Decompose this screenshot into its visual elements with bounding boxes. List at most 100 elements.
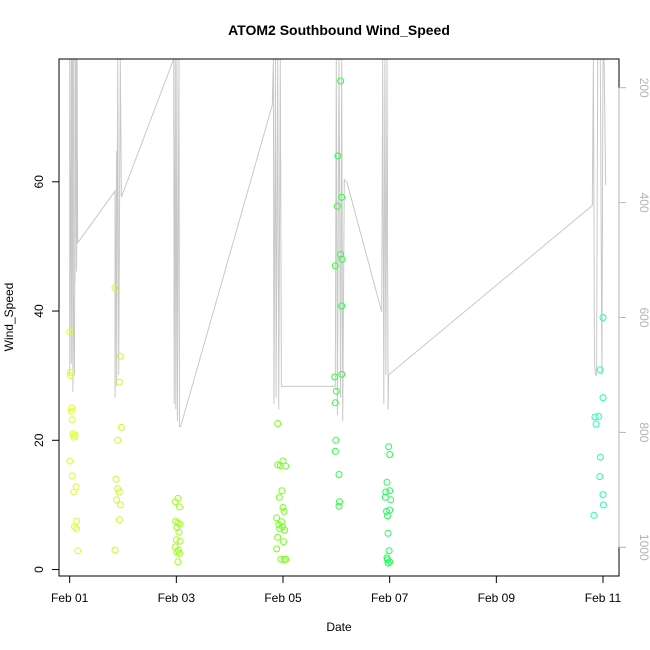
x-tick-label: Feb 05 bbox=[264, 591, 302, 605]
data-point bbox=[335, 471, 343, 478]
x-tick-label: Feb 07 bbox=[371, 591, 409, 605]
data-point bbox=[336, 498, 343, 506]
data-point bbox=[73, 517, 81, 525]
data-point bbox=[282, 555, 290, 563]
data-point bbox=[176, 503, 183, 511]
y-tick-label: 20 bbox=[32, 433, 46, 447]
data-point bbox=[111, 546, 119, 554]
y-axis: 0 20 40 60 bbox=[32, 175, 60, 573]
data-point bbox=[386, 451, 394, 458]
data-point bbox=[384, 512, 391, 520]
data-point bbox=[74, 547, 82, 555]
data-point bbox=[596, 366, 604, 374]
data-point bbox=[386, 558, 394, 566]
data-point bbox=[116, 501, 124, 509]
data-point bbox=[333, 202, 341, 210]
data-point bbox=[112, 475, 120, 483]
data-point bbox=[276, 525, 284, 533]
track-line bbox=[69, 58, 607, 428]
data-point bbox=[172, 536, 180, 544]
data-point bbox=[591, 413, 599, 421]
data-point bbox=[282, 462, 290, 470]
data-point bbox=[386, 487, 394, 495]
data-point bbox=[383, 507, 390, 515]
data-point bbox=[274, 533, 282, 541]
data-point bbox=[113, 496, 121, 504]
track-line-layer bbox=[69, 58, 607, 428]
right-tick-label: 1000 bbox=[637, 534, 650, 561]
data-point bbox=[115, 378, 123, 386]
points-layer bbox=[66, 77, 607, 567]
data-point bbox=[176, 537, 184, 545]
data-point bbox=[387, 496, 395, 504]
data-point bbox=[382, 488, 390, 496]
data-point bbox=[386, 506, 394, 514]
data-point bbox=[278, 487, 286, 495]
data-point bbox=[596, 453, 604, 461]
y-tick-label: 0 bbox=[32, 566, 46, 573]
x-axis-label: Date bbox=[326, 620, 352, 634]
data-point bbox=[338, 370, 346, 378]
y-tick-label: 40 bbox=[32, 304, 46, 318]
data-point bbox=[592, 420, 600, 428]
data-point bbox=[116, 352, 124, 360]
x-axis: Feb 01 Feb 03 Feb 05 Feb 07 Feb 09 Feb 11 bbox=[51, 575, 622, 605]
data-point bbox=[384, 529, 392, 537]
data-point bbox=[66, 457, 74, 465]
data-point bbox=[117, 423, 125, 431]
data-point bbox=[338, 255, 346, 263]
data-point bbox=[599, 314, 607, 321]
data-point bbox=[275, 521, 283, 529]
data-point bbox=[280, 538, 287, 546]
data-point bbox=[274, 420, 282, 427]
data-point bbox=[385, 443, 393, 451]
data-point bbox=[332, 436, 340, 444]
data-point bbox=[599, 491, 607, 499]
data-point bbox=[590, 511, 598, 519]
data-point bbox=[277, 555, 285, 563]
data-point bbox=[384, 559, 392, 567]
data-point bbox=[115, 488, 123, 496]
data-point bbox=[66, 328, 74, 336]
right-tick-label: 600 bbox=[637, 307, 650, 327]
data-point bbox=[385, 547, 393, 555]
right-tick-label: 800 bbox=[637, 422, 650, 442]
data-point bbox=[111, 284, 119, 292]
data-point bbox=[331, 262, 339, 270]
data-point bbox=[331, 399, 339, 407]
x-tick-label: Feb 09 bbox=[478, 591, 516, 605]
data-point bbox=[337, 77, 345, 85]
data-point bbox=[73, 525, 81, 533]
right-tick-label: 400 bbox=[637, 193, 650, 213]
x-tick-label: Feb 03 bbox=[158, 591, 196, 605]
right-axis: 200 400 600 800 1000 bbox=[618, 78, 650, 561]
data-point bbox=[70, 488, 78, 496]
data-point bbox=[599, 394, 607, 402]
data-point bbox=[331, 373, 339, 381]
data-point bbox=[335, 502, 343, 510]
data-point bbox=[332, 387, 340, 395]
data-point bbox=[174, 494, 182, 502]
data-point bbox=[281, 526, 289, 534]
y-axis-label: Wind_Speed bbox=[2, 283, 16, 352]
data-point bbox=[71, 523, 78, 531]
data-point bbox=[383, 478, 391, 486]
x-tick-label: Feb 01 bbox=[51, 591, 89, 605]
data-point bbox=[67, 372, 75, 380]
data-point bbox=[338, 302, 346, 310]
data-point bbox=[384, 556, 391, 564]
data-point bbox=[176, 549, 183, 557]
right-tick-label: 200 bbox=[637, 78, 650, 98]
data-point bbox=[279, 504, 287, 511]
data-point bbox=[71, 431, 79, 439]
data-point bbox=[595, 412, 603, 420]
data-point bbox=[338, 193, 346, 201]
data-point bbox=[334, 152, 342, 160]
data-point bbox=[114, 436, 122, 444]
data-point bbox=[66, 368, 74, 376]
data-point bbox=[68, 416, 76, 424]
data-point bbox=[68, 472, 76, 480]
x-tick-label: Feb 11 bbox=[585, 591, 622, 605]
data-point bbox=[67, 407, 75, 415]
